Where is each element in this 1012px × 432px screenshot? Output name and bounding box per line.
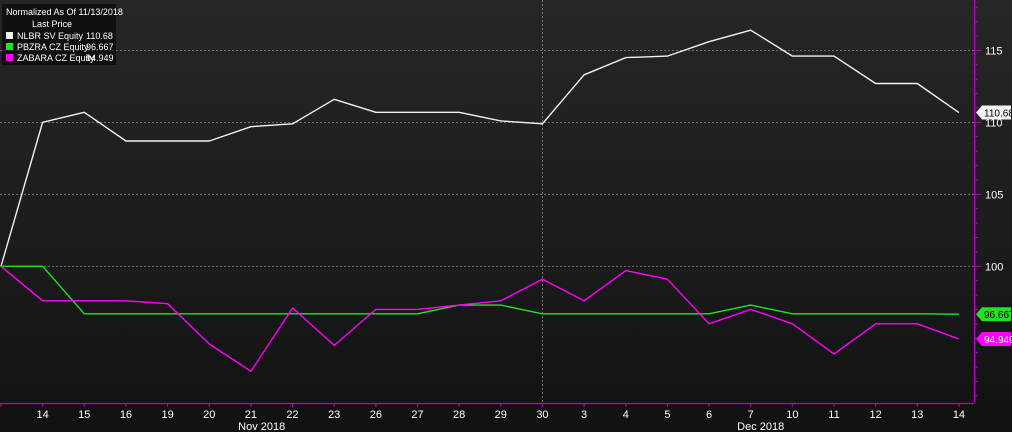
x-tick-label: 26 — [370, 409, 382, 421]
end-label-value: 94.949 — [984, 335, 1012, 346]
x-tick-label: 21 — [245, 409, 257, 421]
series-line-2 — [0, 265, 960, 372]
end-label-box — [976, 105, 1011, 120]
month-label-1: Dec 2018 — [737, 421, 784, 432]
x-tick-label: 7 — [748, 409, 754, 421]
month-label-0: Nov 2018 — [238, 421, 285, 432]
x-tick-label: 6 — [706, 409, 712, 421]
x-tick-label: 5 — [664, 409, 670, 421]
end-label-2: 94.949 — [976, 331, 1012, 346]
legend: Normalized As Of 11/13/2018 Last Price N… — [2, 4, 123, 65]
chart-title: Normalized As Of 11/13/2018 — [6, 7, 123, 17]
legend-value-pbzra: 96.667 — [86, 42, 114, 52]
x-tick-label: 15 — [78, 409, 90, 421]
x-tick-label: 28 — [453, 409, 465, 421]
legend-swatch-zabara — [6, 54, 13, 61]
legend-swatch-pbzra — [6, 43, 13, 50]
x-tick-label: 23 — [328, 409, 340, 421]
series-line-1 — [1, 265, 959, 315]
legend-value-nlbr: 110.68 — [86, 31, 113, 41]
end-label-value: 110.68 — [984, 109, 1012, 120]
x-tick-label: 4 — [623, 409, 629, 421]
y-tick-label-100: 100 — [985, 261, 1003, 273]
y-tick-label-105: 105 — [985, 189, 1003, 201]
x-tick-label: 19 — [161, 409, 173, 421]
end-label-1: 96.667 — [976, 307, 1012, 322]
y-tick-label-110: 110 — [985, 117, 1003, 129]
legend-value-zabara: 94.949 — [86, 53, 114, 63]
series-line-0 — [0, 29, 960, 267]
legend-name-nlbr: NLBR SV Equity — [17, 31, 84, 41]
x-tick-label: 27 — [411, 409, 423, 421]
x-tick-label: 16 — [120, 409, 132, 421]
end-label-box — [976, 331, 1011, 346]
series-lines — [0, 29, 960, 372]
x-tick-label: 10 — [786, 409, 798, 421]
end-label-box — [976, 307, 1011, 322]
x-tick-label: 13 — [911, 409, 923, 421]
end-label-0: 110.68 — [976, 105, 1012, 120]
x-tick-label: 12 — [870, 409, 882, 421]
x-tick-label: 22 — [286, 409, 298, 421]
legend-name-zabara: ZABARA CZ Equity — [17, 53, 95, 63]
y-tick-label-115: 115 — [985, 45, 1003, 57]
end-label-value: 96.667 — [984, 310, 1012, 321]
gridlines — [0, 0, 974, 403]
end-value-labels: 110.68 96.667 94.949 — [976, 105, 1012, 346]
x-tick-label: 11 — [828, 409, 839, 421]
chart-subtitle: Last Price — [32, 19, 72, 29]
legend-name-pbzra: PBZRA CZ Equity — [17, 42, 89, 52]
x-tick-label: 20 — [203, 409, 215, 421]
x-tick-label: 29 — [495, 409, 507, 421]
legend-background — [2, 4, 116, 65]
x-tick-label: 3 — [581, 409, 587, 421]
x-tick-label: 14 — [953, 409, 965, 421]
x-tick-label: 14 — [37, 409, 49, 421]
x-tick-label: 30 — [536, 409, 548, 421]
legend-swatch-nlbr — [6, 32, 13, 39]
